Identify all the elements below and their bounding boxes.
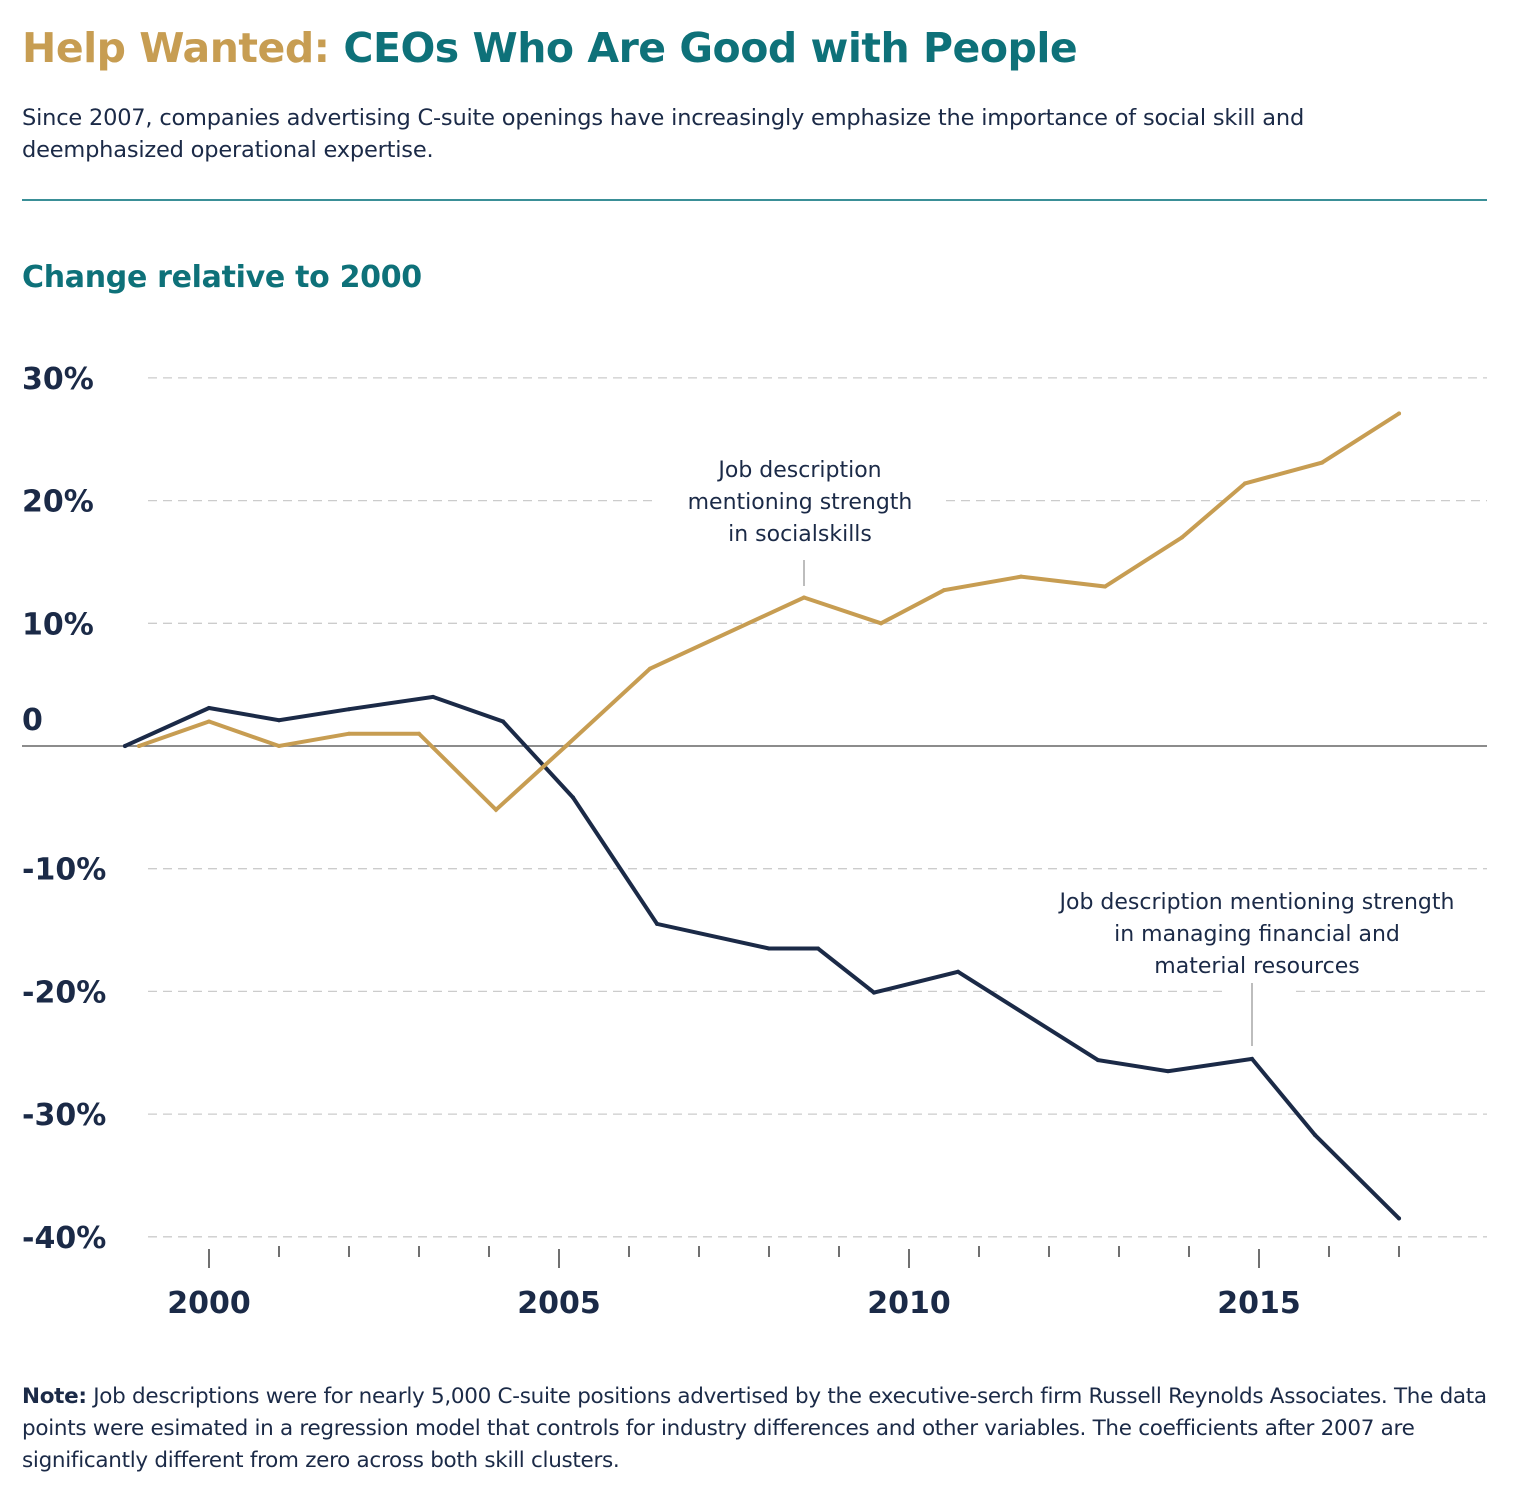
data-point-social bbox=[1320, 460, 1324, 465]
note-label: Note: bbox=[22, 1384, 87, 1409]
annotation-text: in managing financial and bbox=[1114, 922, 1400, 947]
data-point-social bbox=[1180, 535, 1184, 540]
title-main: CEOs Who Are Good with People bbox=[343, 24, 1078, 72]
y-tick-label: 30% bbox=[22, 362, 94, 397]
data-point-financial bbox=[571, 795, 575, 800]
annotation-social: Job description mentioning strength in soc… bbox=[688, 458, 913, 586]
header-divider bbox=[22, 199, 1487, 201]
data-point-financial bbox=[501, 719, 505, 724]
x-tick-label: 2015 bbox=[1217, 1286, 1301, 1321]
page-title: Help Wanted: CEOs Who Are Good with Peop… bbox=[22, 24, 1078, 72]
data-point-financial bbox=[767, 946, 771, 951]
data-point-social bbox=[1397, 411, 1401, 416]
gridlines bbox=[22, 377, 1487, 1238]
annotation-text: mentioning strength bbox=[688, 490, 913, 515]
y-tick-label: 20% bbox=[22, 485, 94, 520]
line-chart: 30%20%10%0-10%-20%-30%-40% 2000 2005 2010 2… bbox=[22, 362, 1487, 1321]
data-point-financial bbox=[123, 744, 127, 748]
data-point-financial bbox=[872, 990, 876, 995]
y-tick-label: -40% bbox=[22, 1221, 106, 1256]
data-point-social bbox=[802, 595, 806, 600]
data-point-social bbox=[347, 731, 351, 736]
data-point-financial bbox=[431, 694, 435, 699]
x-tick-label: 2010 bbox=[867, 1286, 951, 1321]
x-tick-label: 2000 bbox=[167, 1286, 251, 1321]
data-point-financial bbox=[1250, 1056, 1254, 1061]
data-point-financial bbox=[1096, 1058, 1100, 1063]
data-point-social bbox=[879, 621, 883, 626]
data-point-social bbox=[1103, 584, 1107, 589]
y-tick-label: -10% bbox=[22, 853, 106, 888]
data-point-social bbox=[494, 807, 498, 812]
annotation-text: Job description mentioning strength bbox=[1058, 890, 1455, 915]
y-tick-label: 10% bbox=[22, 607, 94, 642]
data-point-financial bbox=[277, 718, 281, 723]
annotations: Job description mentioning strength in soc… bbox=[688, 458, 1455, 1046]
data-point-financial bbox=[1313, 1132, 1317, 1137]
annotation-financial: Job description mentioning strength in ma… bbox=[1058, 890, 1455, 1046]
series-lines bbox=[123, 411, 1401, 1221]
annotation-text: Job description bbox=[716, 458, 881, 483]
data-point-social bbox=[277, 744, 281, 748]
data-point-social bbox=[207, 719, 211, 724]
data-point-financial bbox=[1166, 1069, 1170, 1074]
x-axis: 2000 2005 2010 2015 bbox=[167, 1246, 1400, 1321]
y-axis-labels: 30% 20% 10% 0 -10% -20% -30% -40% bbox=[22, 362, 106, 1256]
note-text: Job descriptions were for nearly 5,000 C… bbox=[22, 1384, 1487, 1473]
x-tick-label: 2005 bbox=[517, 1286, 601, 1321]
y-tick-label: -20% bbox=[22, 975, 106, 1010]
footnote: Note: Job descriptions were for nearly 5… bbox=[22, 1381, 1502, 1477]
data-point-social bbox=[1243, 481, 1247, 486]
annotation-text: material resources bbox=[1154, 954, 1359, 979]
data-point-social bbox=[942, 588, 946, 593]
subtitle: Since 2007, companies advertising C-suit… bbox=[22, 105, 1305, 163]
y-tick-label: -30% bbox=[22, 1098, 106, 1133]
data-point-social bbox=[137, 744, 141, 748]
annotation-text: in socialskills bbox=[728, 522, 872, 547]
chart-title: Change relative to 2000 bbox=[22, 260, 422, 295]
data-point-social bbox=[648, 666, 652, 671]
data-point-financial bbox=[956, 969, 960, 974]
data-point-social bbox=[1019, 574, 1023, 579]
data-point-financial bbox=[816, 946, 820, 951]
data-point-financial bbox=[655, 921, 659, 926]
data-point-social bbox=[417, 731, 421, 736]
title-lead: Help Wanted: bbox=[22, 24, 330, 72]
data-point-social bbox=[564, 744, 568, 748]
data-point-financial bbox=[207, 705, 211, 710]
y-tick-label: 0 bbox=[22, 703, 43, 738]
data-point-financial bbox=[1397, 1216, 1401, 1221]
data-point-financial bbox=[347, 707, 351, 712]
